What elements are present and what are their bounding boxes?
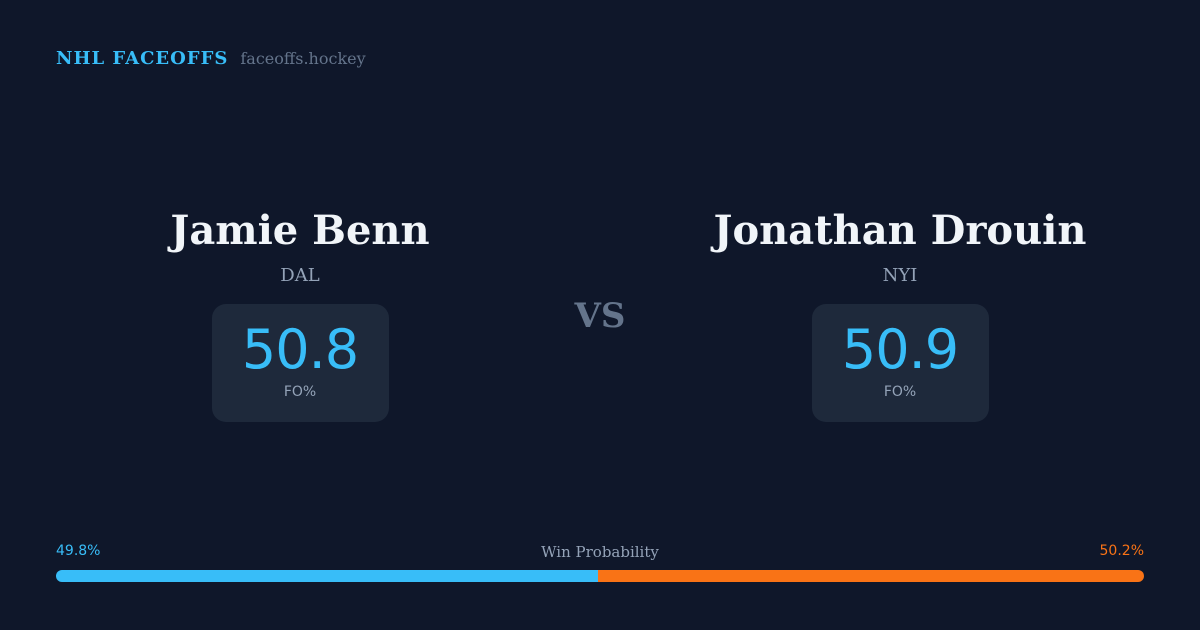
player-team: DAL [280,265,320,286]
faceoff-percentage: 50.8 [241,318,359,381]
stat-label: FO% [283,384,317,400]
versus-label: VS [574,296,626,336]
player-name: Jonathan Drouin [713,207,1087,254]
faceoff-percentage: 50.9 [841,318,959,381]
stat-card: 50.8 FO% [211,304,389,422]
left-probability-segment [56,570,598,582]
player-left: Jamie Benn DAL 50.8 FO% [50,205,550,422]
left-probability: 49.8% [56,543,101,559]
brand-title: NHL FACEOFFS [56,48,229,69]
win-probability-bar [56,570,1144,582]
right-probability-segment [597,570,1144,582]
right-probability: 50.2% [1099,543,1144,559]
stat-card: 50.9 FO% [811,304,989,422]
brand-header: NHL FACEOFFS faceoffs.hockey [56,48,366,69]
brand-site: faceoffs.hockey [240,49,366,68]
player-right: Jonathan Drouin NYI 50.9 FO% [650,205,1150,422]
player-team: NYI [882,265,918,286]
player-name: Jamie Benn [170,207,430,254]
stat-label: FO% [883,384,917,400]
win-probability-title: Win Probability [541,543,659,561]
